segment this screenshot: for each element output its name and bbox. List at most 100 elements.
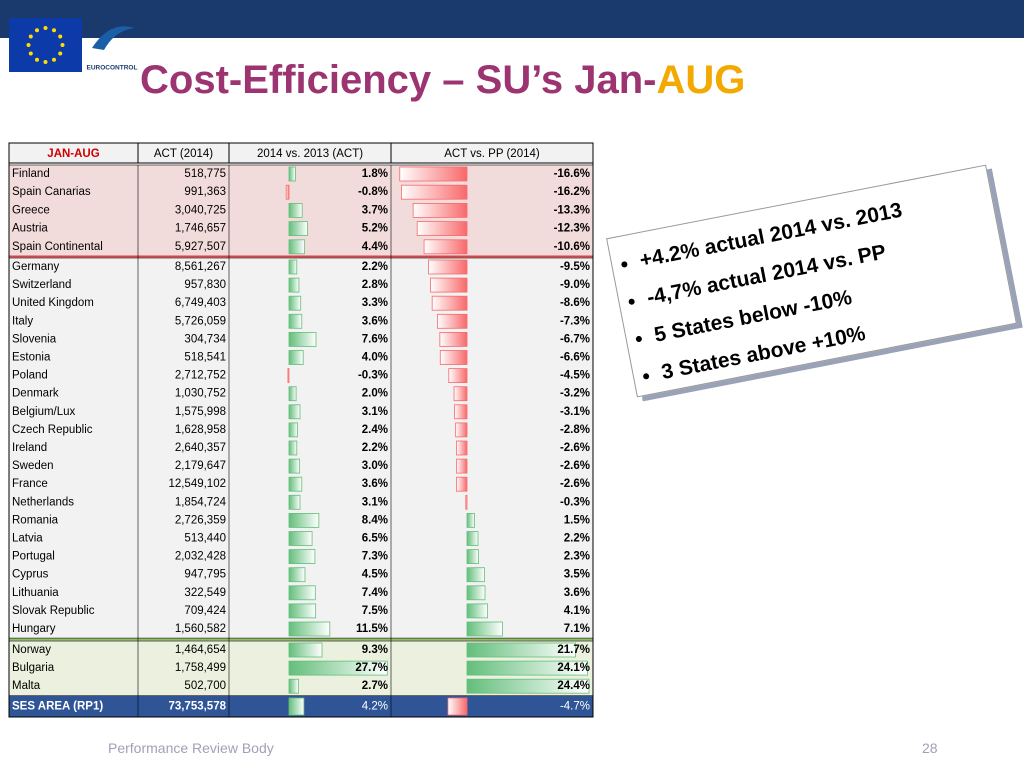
bar-vs-pp	[456, 476, 468, 492]
bar-vs-2013	[287, 368, 290, 384]
row-act: 1,628,958	[175, 424, 226, 436]
row-vs-pp: -2.6%	[560, 478, 590, 490]
row-name: Austria	[12, 223, 48, 235]
row-name: Malta	[12, 680, 41, 692]
star	[58, 34, 63, 39]
star	[28, 34, 33, 39]
bar-vs-2013	[288, 531, 313, 546]
bar-vs-pp	[455, 422, 468, 438]
row-act: 2,179,647	[175, 460, 226, 472]
row-act: 502,700	[184, 680, 226, 692]
bar-vs-2013	[288, 621, 331, 637]
row-vs-2013: 4.4%	[362, 241, 388, 253]
bar-vs-2013	[288, 678, 299, 694]
logos: EUROCONTROL	[9, 18, 137, 72]
top-band	[0, 0, 1024, 38]
bar-vs-2013	[288, 221, 308, 237]
row-act: 1,560,582	[175, 623, 226, 635]
row-vs-pp: -12.3%	[554, 223, 590, 235]
row-vs-2013: 7.5%	[362, 605, 388, 617]
row-act: 6,749,403	[175, 297, 226, 309]
bar-vs-pp	[456, 440, 468, 456]
row-name: Denmark	[12, 388, 59, 400]
row-name: Italy	[12, 315, 33, 327]
row-vs-pp: 1.5%	[564, 514, 590, 526]
bar-vs-2013	[288, 660, 388, 676]
row-vs-2013: 7.4%	[362, 587, 388, 599]
row-vs-pp: -7.3%	[560, 315, 590, 327]
row-name: Spain Continental	[12, 241, 103, 253]
bar-vs-pp	[456, 458, 468, 474]
row-vs-2013: -0.3%	[358, 370, 388, 382]
row-name: Latvia	[12, 533, 43, 545]
bar-vs-pp	[466, 642, 576, 658]
page-number: 28	[922, 740, 938, 756]
star	[43, 26, 48, 30]
row-vs-2013: 7.3%	[362, 551, 388, 563]
bar-vs-2013	[288, 642, 323, 658]
row-vs-2013: 4.2%	[362, 701, 388, 713]
bullet-list: +4.2% actual 2014 vs. 2013-4,7% actual 2…	[610, 181, 1014, 390]
row-vs-pp: -8.6%	[560, 297, 590, 309]
bar-vs-2013	[288, 350, 304, 365]
bar-vs-pp	[437, 313, 468, 329]
row-name: Hungary	[12, 623, 56, 635]
row-act: 1,575,998	[175, 406, 226, 418]
bar-vs-pp	[466, 531, 479, 546]
bar-vs-2013	[288, 422, 298, 438]
bar-vs-2013	[288, 404, 301, 420]
bar-vs-pp	[466, 513, 475, 528]
row-act: 5,726,059	[175, 315, 226, 327]
row-act: 518,541	[184, 352, 226, 364]
bar-vs-2013	[288, 259, 298, 275]
row-vs-pp: 3.6%	[564, 587, 590, 599]
star	[35, 57, 39, 62]
bar-vs-2013	[285, 184, 290, 200]
bar-vs-pp	[423, 239, 468, 255]
row-name: Slovenia	[12, 333, 57, 345]
row-vs-pp: -6.6%	[560, 352, 590, 364]
row-vs-2013: -0.8%	[358, 186, 388, 198]
row-vs-2013: 8.4%	[362, 514, 388, 526]
bar-vs-2013	[288, 585, 316, 601]
bar-vs-pp	[428, 259, 468, 275]
row-vs-pp: -3.1%	[560, 406, 590, 418]
table: JAN-AUG ACT (2014) 2014 vs. 2013 (ACT) ACT …	[8, 142, 594, 718]
bar-vs-2013	[288, 202, 303, 218]
row-vs-2013: 2.7%	[362, 680, 388, 692]
bar-vs-2013	[288, 277, 300, 293]
footer-left: Performance Review Body	[108, 740, 274, 756]
bar-vs-2013	[288, 513, 320, 528]
row-vs-2013: 9.3%	[362, 644, 388, 656]
bar-vs-2013	[288, 331, 317, 347]
star	[26, 43, 31, 47]
row-vs-pp: -2.6%	[560, 442, 590, 454]
row-name: United Kingdom	[12, 297, 94, 309]
row-vs-2013: 2.8%	[362, 279, 388, 291]
row-vs-pp: 2.2%	[564, 533, 590, 545]
title-main: Cost-Efficiency – SU’s Jan-	[140, 58, 657, 102]
bar-vs-2013	[288, 697, 305, 716]
row-act: 957,830	[184, 279, 226, 291]
row-vs-pp: -16.6%	[554, 168, 590, 180]
row-vs-2013: 3.1%	[362, 496, 388, 508]
eu-stars	[26, 26, 65, 64]
bar-vs-pp	[466, 567, 485, 583]
row-vs-pp: 3.5%	[564, 569, 590, 581]
row-vs-2013: 6.5%	[362, 533, 388, 545]
row-vs-2013: 2.2%	[362, 442, 388, 454]
row-vs-2013: 11.5%	[356, 623, 388, 635]
bar-vs-pp	[454, 404, 468, 420]
row-name: Sweden	[12, 460, 54, 472]
row-act: 8,561,267	[175, 261, 226, 273]
bar-vs-2013	[288, 295, 302, 311]
row-name: Belgium/Lux	[12, 406, 76, 418]
star	[52, 57, 56, 62]
row-vs-2013: 4.5%	[362, 569, 388, 581]
bar-vs-2013	[288, 386, 297, 402]
row-act: 991,363	[184, 186, 226, 198]
bar-vs-2013	[288, 440, 298, 456]
row-name: Finland	[12, 168, 50, 180]
row-act: 73,753,578	[168, 701, 226, 713]
bar-vs-pp	[466, 585, 486, 601]
